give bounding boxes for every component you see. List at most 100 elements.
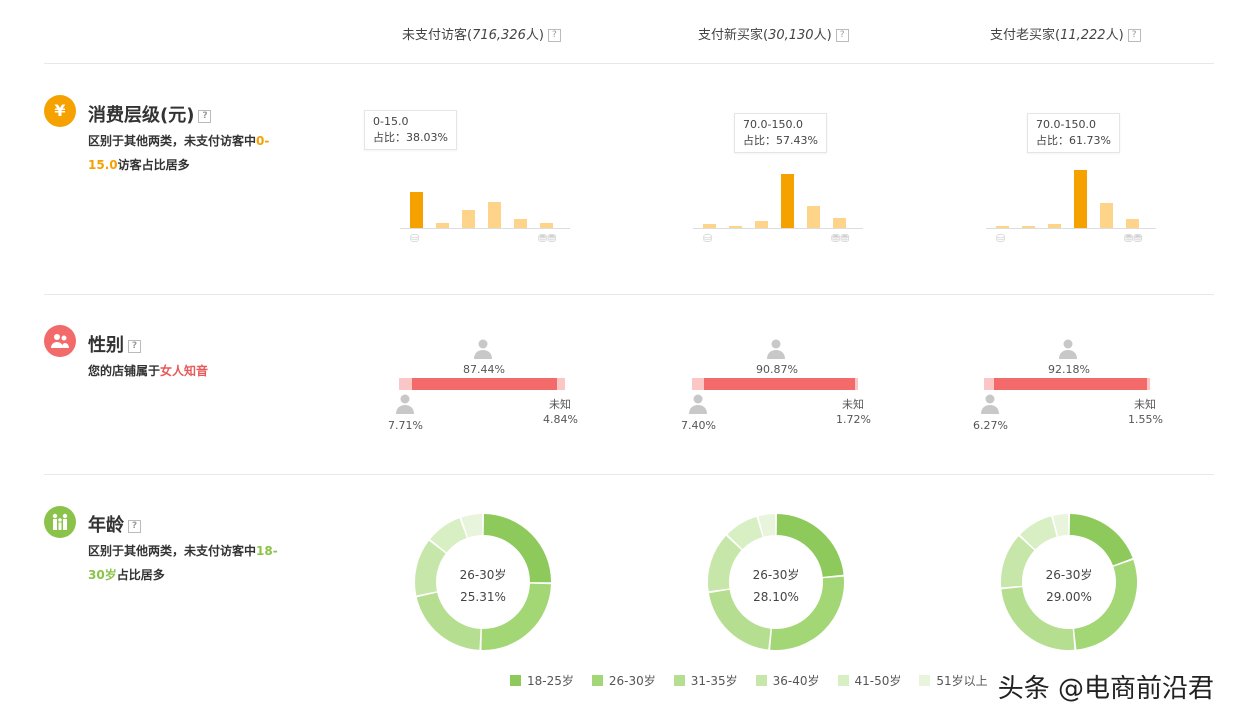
unknown-label: 未知 [842,398,864,411]
legend-item[interactable]: 26-30岁 [591,674,656,688]
spend-bar[interactable] [781,174,794,228]
spend-bar[interactable] [729,226,742,228]
spend-bar[interactable] [514,218,527,228]
age-slice[interactable] [727,516,763,550]
gender-description: 您的店铺属于女人知音 [88,364,209,378]
spend-bar[interactable] [833,217,846,228]
users-icon [44,325,76,357]
age-slice[interactable] [1001,536,1035,588]
female-bar[interactable] [704,378,856,390]
female-percent: 90.87% [756,363,798,376]
legend-item[interactable]: 31-35岁 [673,674,738,688]
spend-bar[interactable] [410,192,423,228]
tooltip-range: 0-15.0 [373,115,409,128]
legend-label: 18-25岁 [527,674,574,688]
spend-bar[interactable] [436,223,449,228]
legend-swatch [673,675,685,686]
spend-bar[interactable] [996,226,1009,228]
help-icon[interactable]: ? [1127,29,1141,42]
unknown-percent: 1.55% [1128,413,1163,426]
age-donut-chart [1001,514,1137,650]
donut-center-label: 26-30岁 [459,568,507,582]
age-slice[interactable] [415,540,446,596]
donut-center-value: 29.00% [1046,590,1092,604]
age-slice[interactable] [416,592,481,650]
donut-center-value: 25.31% [460,590,506,604]
spend-tooltip: 70.0-150.0 占比：57.43% [734,113,827,153]
unknown-label: 未知 [1134,398,1156,411]
age-slice[interactable] [461,514,483,538]
female-bar[interactable] [994,378,1148,390]
legend-item[interactable]: 41-50岁 [837,674,902,688]
female-icon [767,339,785,359]
spend-bar[interactable] [703,224,716,228]
male-icon [689,394,707,414]
spend-tooltip: 70.0-150.0 占比：61.73% [1027,113,1120,153]
legend-swatch [755,675,767,686]
spend-bar[interactable] [755,220,768,228]
age-slice[interactable] [1001,587,1075,650]
age-slice[interactable] [430,518,467,553]
legend-item[interactable]: 36-40岁 [755,674,820,688]
coin-icon: ⛁ [410,232,420,245]
spend-bar[interactable] [1100,202,1113,228]
spend-bar[interactable] [1048,224,1061,228]
age-donut-chart [708,514,844,650]
male-bar[interactable] [399,378,412,390]
spend-bar[interactable] [540,223,553,228]
age-slice[interactable] [758,514,776,537]
spend-bar[interactable] [462,210,475,228]
watermark: 头条 @电商前沿君 [997,674,1214,704]
age-slice[interactable] [776,514,844,577]
column-header-unpaid-visitors: 未支付访客(716,326人)? [402,24,561,43]
spend-bar[interactable] [1126,218,1139,228]
spend-tooltip: 0-15.0 占比：38.03% [364,110,457,150]
coins-stack-icon: ⛃⛃ [831,232,850,245]
age-slice[interactable] [708,589,771,650]
age-description: 区别于其他两类，未支付访客中18- 30岁占比居多 [88,544,278,582]
help-icon[interactable]: ? [128,519,141,533]
age-title: 年龄? [88,511,141,537]
female-percent: 92.18% [1048,363,1090,376]
divider [44,294,1214,295]
legend-label: 31-35岁 [690,674,738,688]
tooltip-share: 占比：38.03% [373,131,448,144]
female-bar[interactable] [411,378,557,390]
age-slice[interactable] [1020,516,1057,550]
legend-label: 41-50岁 [854,674,902,688]
male-icon [981,394,999,414]
unknown-bar[interactable] [556,378,565,390]
donut-center-label: 26-30岁 [752,568,800,582]
spend-bar[interactable] [1022,226,1035,228]
legend-item[interactable]: 51岁以上 [919,674,988,688]
legend-label: 36-40岁 [772,674,820,688]
unknown-bar[interactable] [855,378,858,390]
help-icon[interactable]: ? [198,109,212,123]
unknown-bar[interactable] [1147,378,1150,390]
spend-bar[interactable] [807,205,820,228]
age-slice[interactable] [1069,514,1133,566]
help-icon[interactable]: ? [835,29,849,42]
legend-item[interactable]: 18-25岁 [510,674,574,688]
age-slice[interactable] [770,576,844,650]
spend-level-title: 消费层级(元)? [88,101,212,127]
age-slice[interactable] [481,583,551,650]
age-slice[interactable] [1074,559,1137,650]
legend-swatch [919,675,931,686]
male-bar[interactable] [692,378,705,390]
age-slice[interactable] [483,514,551,583]
unknown-percent: 4.84% [543,413,578,426]
legend-swatch [510,675,521,686]
donut-center-label: 26-30岁 [1045,568,1093,582]
help-icon[interactable]: ? [128,339,141,353]
spend-bar[interactable] [1074,170,1087,228]
spend-bar[interactable] [488,201,501,228]
column-header-returning-buyers: 支付老买家(11,222人)? [990,24,1141,43]
coins-stack-icon: ⛃⛃ [1124,232,1143,245]
male-bar[interactable] [984,378,995,390]
female-icon [1059,339,1077,359]
column-header-new-buyers: 支付新买家(30,130人)? [698,24,849,43]
age-slice[interactable] [708,535,742,592]
help-icon[interactable]: ? [547,29,561,42]
age-slice[interactable] [1053,514,1069,537]
